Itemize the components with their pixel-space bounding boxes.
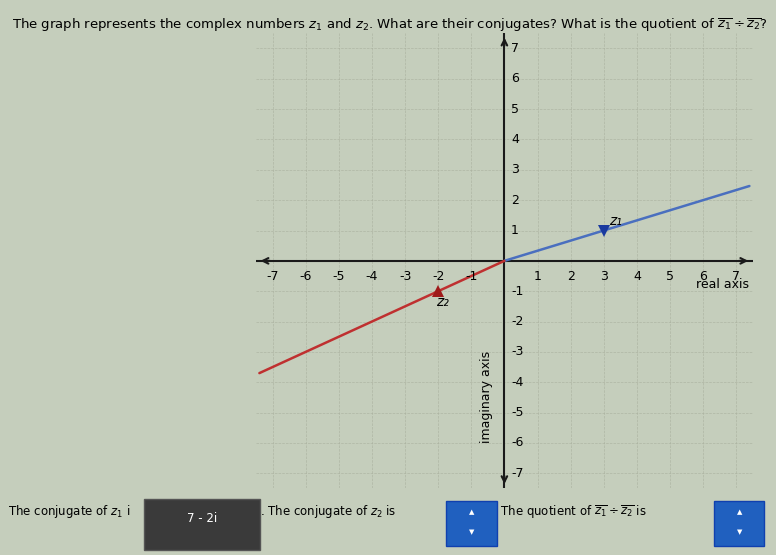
Text: The graph represents the complex numbers $z_1$ and $z_2$. What are their conjuga: The graph represents the complex numbers… (12, 17, 767, 34)
Text: -2: -2 (432, 270, 445, 283)
Text: 2: 2 (566, 270, 574, 283)
Text: -4: -4 (511, 376, 523, 388)
Text: -2: -2 (511, 315, 523, 328)
Text: . The conjugate of $z_2$ is: . The conjugate of $z_2$ is (260, 503, 397, 520)
FancyBboxPatch shape (714, 501, 764, 546)
Text: 6: 6 (699, 270, 707, 283)
Text: ▼: ▼ (737, 529, 742, 534)
Text: ▲: ▲ (469, 509, 474, 514)
Text: 6: 6 (511, 72, 519, 85)
Text: 7: 7 (733, 270, 740, 283)
Text: -6: -6 (511, 436, 523, 450)
Text: . The quotient of $\overline{z_1} \div \overline{z_2}$ is: . The quotient of $\overline{z_1} \div \… (493, 503, 646, 520)
Text: 2: 2 (511, 194, 519, 206)
Text: The conjugate of $z_1$ i: The conjugate of $z_1$ i (8, 503, 130, 520)
Text: -1: -1 (465, 270, 477, 283)
Text: 5: 5 (666, 270, 674, 283)
FancyBboxPatch shape (446, 501, 497, 546)
Text: 1: 1 (511, 224, 519, 237)
Text: ▲: ▲ (737, 509, 742, 514)
Text: 4: 4 (511, 133, 519, 146)
Text: 5: 5 (511, 103, 519, 115)
Text: -7: -7 (266, 270, 279, 283)
Text: ✓: ✓ (151, 505, 162, 518)
Text: -5: -5 (333, 270, 345, 283)
Text: 3: 3 (600, 270, 608, 283)
FancyBboxPatch shape (144, 499, 260, 551)
Text: -3: -3 (511, 345, 523, 359)
Text: .: . (759, 505, 763, 518)
Text: -1: -1 (511, 285, 523, 297)
Text: -5: -5 (511, 406, 524, 419)
Text: real axis: real axis (696, 278, 750, 290)
Text: 4: 4 (633, 270, 641, 283)
Text: 1: 1 (534, 270, 542, 283)
Text: 3: 3 (511, 163, 519, 176)
Text: z₂: z₂ (437, 295, 449, 309)
Text: z₁: z₁ (608, 214, 622, 228)
Text: -4: -4 (365, 270, 378, 283)
Text: 7 - 2i: 7 - 2i (187, 512, 217, 525)
Text: -6: -6 (300, 270, 312, 283)
Text: -7: -7 (511, 467, 524, 480)
Text: ▼: ▼ (469, 529, 474, 534)
Text: 7: 7 (511, 42, 519, 55)
Text: -3: -3 (399, 270, 411, 283)
Text: imaginary axis: imaginary axis (480, 351, 493, 443)
